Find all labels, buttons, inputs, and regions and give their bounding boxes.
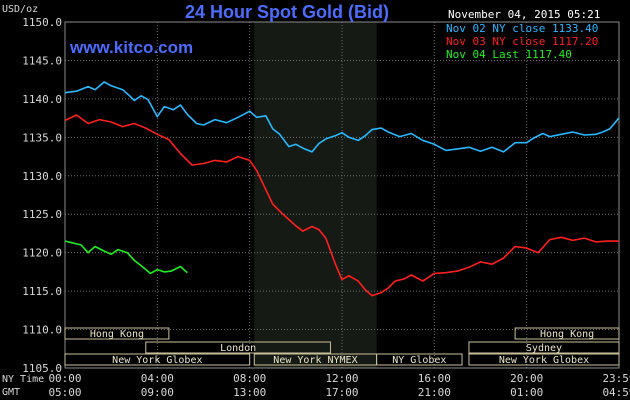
legend-entry-nov02: Nov 02 NY close 1133.40 (446, 22, 599, 35)
ny-time-tick-label: 23:59 (602, 372, 630, 385)
legend-entry-nov03: Nov 03 NY close 1117.20 (446, 35, 599, 48)
price-line-series-1 (64, 114, 619, 297)
ny-time-tick-label: 16:00 (418, 372, 451, 385)
y-tick-label: 1135.0 (22, 131, 62, 144)
market-session-label: Hong Kong (90, 329, 144, 340)
ny-time-tick-label: 04:00 (141, 372, 174, 385)
gmt-tick-label: 01:00 (510, 386, 543, 399)
market-session-bar (514, 327, 620, 340)
y-tick-label: 1125.0 (22, 208, 62, 221)
price-line-series-0 (64, 81, 620, 153)
chart-title: 24 Hour Spot Gold (Bid) (185, 2, 389, 22)
plot-border (64, 21, 620, 369)
market-session-bar (468, 341, 620, 354)
market-session-label: New York Globex (499, 355, 589, 366)
ny-time-tick-label: 00:00 (48, 372, 81, 385)
plot-area: 1105.0 1110.0 1115.0 1120.0 1125.0 1130.0 1135… (22, 16, 630, 399)
market-session-bar (64, 327, 170, 340)
gmt-label: GMT (2, 387, 21, 398)
market-session-label: Hong Kong (540, 329, 594, 340)
ny-time-tick-label: 12:00 (325, 372, 358, 385)
y-tick-label: 1130.0 (22, 170, 62, 183)
market-session-bar (376, 353, 463, 366)
gmt-tick-label: 21:00 (418, 386, 451, 399)
gmt-tick-label: 13:00 (233, 386, 266, 399)
market-session-bar (145, 341, 331, 354)
gmt-tick-label: 09:00 (141, 386, 174, 399)
y-tick-label: 1145.0 (22, 54, 62, 67)
market-session-label: New York NYMEX (273, 355, 357, 366)
y-tick-label: 1150.0 (22, 16, 62, 29)
price-line-series-2 (64, 240, 188, 275)
market-session-bar (468, 353, 620, 366)
nymex-session-shading (254, 22, 377, 368)
gmt-tick-label: 04:59 (602, 386, 630, 399)
y-tick-label: 1110.0 (22, 324, 62, 337)
ny-time-tick-label: 20:00 (510, 372, 543, 385)
ny-time-tick-label: 08:00 (233, 372, 266, 385)
market-session-label: New York Globex (112, 355, 202, 366)
market-session-label: London (220, 343, 256, 354)
y-tick-label: 1105.0 (22, 362, 62, 375)
market-session-label: NY Globex (392, 355, 446, 366)
ny-time-label: NY Time (2, 374, 45, 385)
y-tick-label: 1115.0 (22, 285, 62, 298)
y-tick-label: 1120.0 (22, 247, 62, 260)
y-axis-unit: USD/oz (2, 4, 39, 15)
market-session-bar (64, 353, 251, 366)
chart-date: November 04, 2015 05:21 (448, 8, 601, 21)
legend-entry-nov04: Nov 04 Last 1117.40 (446, 48, 572, 61)
market-session-label: Sydney (526, 343, 562, 354)
gmt-tick-label: 17:00 (325, 386, 358, 399)
site-watermark: www.kitco.com (70, 38, 194, 57)
y-tick-label: 1140.0 (22, 93, 62, 106)
gmt-tick-label: 05:00 (48, 386, 81, 399)
